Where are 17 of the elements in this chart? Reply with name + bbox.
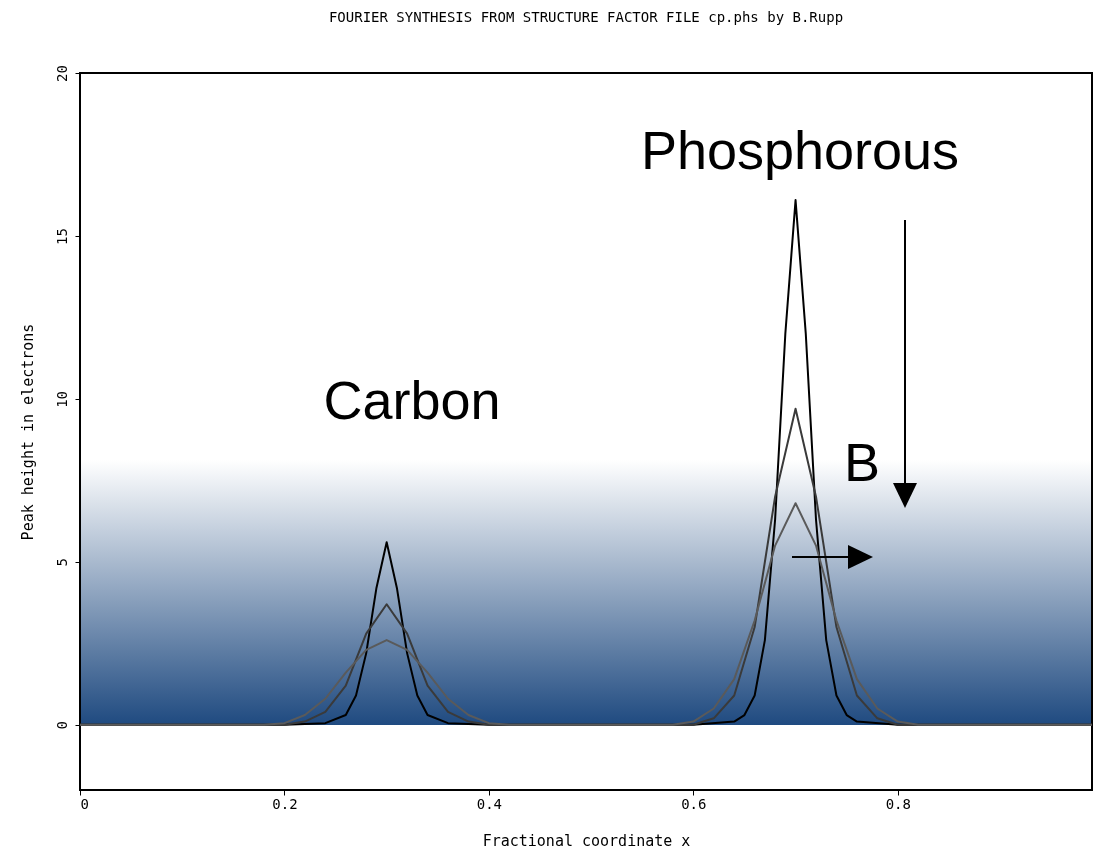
chart-title: FOURIER SYNTHESIS FROM STRUCTURE FACTOR FILE cp.phs by B.Rupp [328,8,844,25]
x-tick-label: 0.8 [885,795,911,812]
annotation: B [843,431,881,494]
line-series [80,502,1092,726]
annotation: Carbon [322,369,502,432]
y-tick-label: 20 [53,65,70,82]
y-tick-label: 0 [53,721,70,730]
x-tick-label: 0 [80,795,89,812]
x-axis-title: Fractional coordinate x [482,831,691,850]
x-tick-label: 0.2 [272,795,298,812]
y-tick-label: 5 [53,558,70,567]
annotation: Phosphorous [639,119,961,182]
x-tick-label: 0.6 [681,795,707,812]
y-axis-title: Peak height in electrons [18,323,37,541]
x-tick-label: 0.4 [476,795,503,812]
y-tick-label: 10 [53,390,70,408]
y-tick-label: 15 [53,228,70,245]
